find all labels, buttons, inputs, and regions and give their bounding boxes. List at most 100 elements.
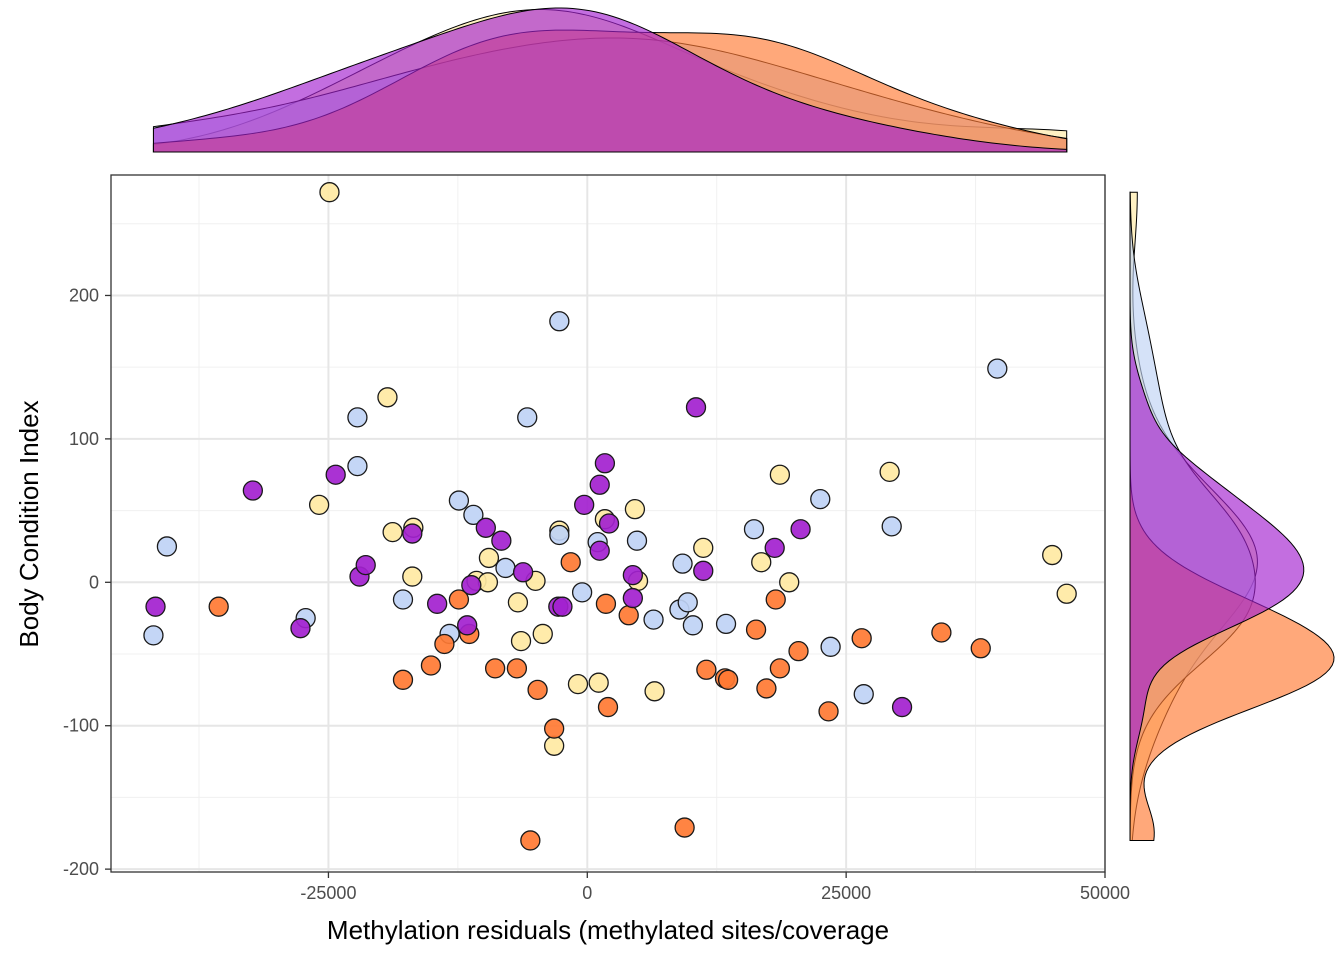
scatter-point — [588, 672, 609, 693]
scatter-point — [693, 537, 714, 559]
scatter-point — [624, 499, 646, 520]
y-tick-label: -200 — [63, 859, 99, 879]
scatter-point — [715, 613, 737, 635]
x-tick-label: 0 — [582, 883, 592, 903]
scatter-point — [567, 673, 589, 695]
scatter-point — [685, 397, 707, 418]
y-density-curve — [1129, 192, 1305, 841]
scatter-point — [598, 513, 620, 534]
scatter-point — [510, 630, 532, 652]
scatter-point — [475, 517, 496, 538]
scatter-point — [392, 589, 414, 610]
scatter-point — [682, 615, 704, 636]
scatter-point — [743, 519, 765, 540]
scatter-point — [788, 640, 809, 662]
scatter-point — [769, 464, 791, 485]
scatter-point — [1056, 583, 1077, 604]
y-tick-label: 0 — [89, 572, 99, 592]
scatter-point — [427, 593, 448, 614]
scatter-point — [818, 701, 839, 722]
x-tick-label: 25000 — [821, 883, 871, 903]
scatter-point — [549, 311, 570, 332]
scatter-point — [484, 658, 506, 679]
scatter-point — [677, 592, 698, 613]
scatter-point — [987, 358, 1008, 379]
scatter-point — [756, 678, 777, 699]
y-tick-label: 100 — [69, 429, 99, 449]
scatter-point — [552, 596, 573, 617]
y-axis-title: Body Condition Index — [14, 400, 44, 647]
scatter-point — [970, 638, 991, 659]
scatter-point — [622, 564, 643, 586]
scatter-point — [571, 582, 593, 603]
scatter-point — [618, 605, 639, 626]
scatter-point — [506, 658, 528, 679]
scatter-point — [820, 636, 841, 657]
x-tick-label: 50000 — [1080, 883, 1130, 903]
scatter-point — [589, 474, 610, 495]
top-marginal-density — [152, 7, 1068, 153]
scatter-point — [765, 589, 786, 610]
scatter-point — [208, 596, 229, 617]
scatter-point — [495, 557, 516, 579]
scatter-point — [355, 554, 376, 576]
scatter-point — [520, 830, 541, 851]
scatter-point — [790, 519, 811, 540]
scatter-point — [477, 572, 499, 593]
scatter-point — [392, 669, 414, 690]
scatter-point — [143, 625, 164, 646]
scatter-point — [308, 494, 330, 516]
scatter-point — [402, 523, 423, 544]
plot-panel-border — [110, 174, 1106, 873]
scatter-point — [402, 566, 423, 587]
scatter-point — [810, 488, 831, 510]
scatter-point — [242, 480, 264, 501]
scatter-point — [549, 524, 570, 546]
scatter-point — [931, 622, 952, 643]
y-tick-label: -100 — [63, 716, 99, 736]
scatter-point — [764, 537, 785, 559]
scatter-point — [595, 593, 617, 614]
scatter-point — [448, 589, 470, 610]
scatter-point — [693, 560, 714, 581]
scatter-point — [589, 540, 610, 561]
x-density-curve — [152, 7, 1068, 153]
scatter-point — [512, 562, 534, 583]
scatter-point — [325, 464, 346, 485]
scatter-point — [643, 609, 664, 630]
scatter-points — [143, 182, 1077, 851]
y-tick-label: 200 — [69, 285, 99, 305]
scatter-point — [507, 592, 529, 613]
scatter-point — [881, 516, 902, 537]
scatter-point — [347, 455, 368, 477]
grid-lines — [111, 175, 1106, 872]
scatter-point — [769, 658, 791, 679]
scatter-point — [532, 623, 553, 645]
scatter-point — [434, 633, 455, 655]
scatter-point — [319, 182, 340, 203]
scatter-point — [879, 461, 900, 483]
scatter-point — [377, 387, 398, 408]
y-axis-ticks: -200 -100 0 100 200 — [63, 285, 111, 879]
scatter-point — [382, 521, 403, 543]
scatter-point — [544, 718, 565, 739]
scatter-point — [779, 572, 800, 593]
right-marginal-density — [1129, 191, 1335, 841]
scatter-point — [420, 655, 442, 676]
scatter-point — [544, 735, 565, 756]
scatter-point — [290, 618, 311, 639]
scatter-point — [145, 596, 166, 617]
scatter-point — [347, 407, 368, 428]
scatter-point — [527, 679, 548, 701]
scatter-point — [626, 530, 648, 551]
scatter-point — [448, 490, 470, 511]
scatter-point — [672, 553, 693, 574]
x-axis-title: Methylation residuals (methylated sites/… — [327, 915, 889, 945]
scatter-point — [574, 494, 595, 516]
scatter-point — [597, 696, 619, 718]
scatter-point — [463, 504, 484, 526]
scatter-point — [674, 817, 695, 838]
scatter-point — [853, 684, 874, 705]
